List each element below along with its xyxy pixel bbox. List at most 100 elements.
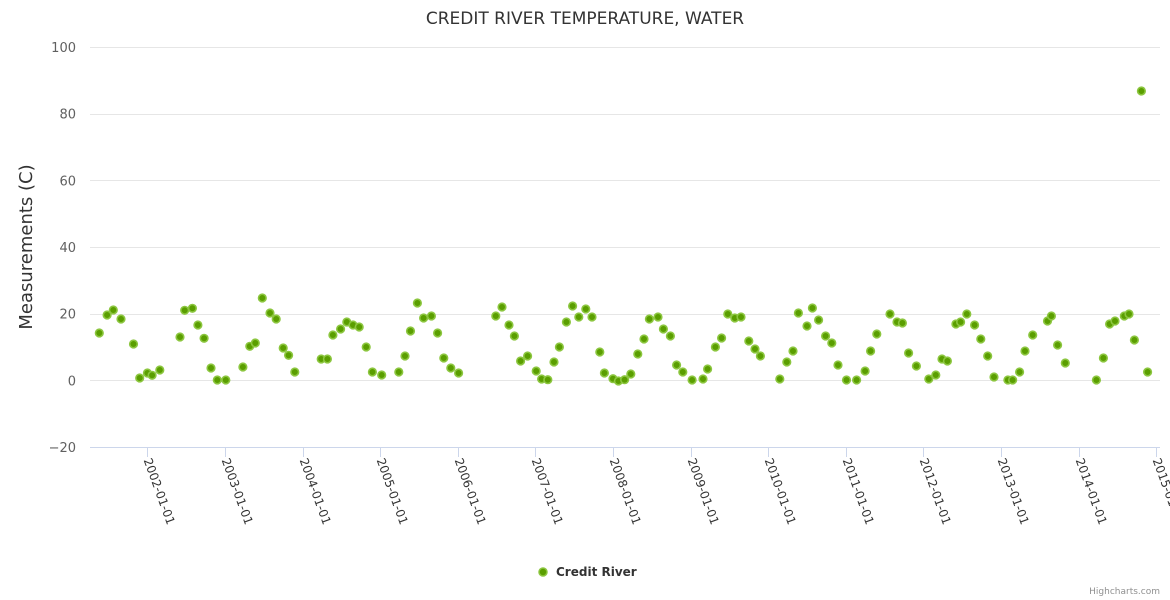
data-point[interactable] [504,320,514,330]
data-point[interactable] [491,311,501,321]
data-point[interactable] [257,293,267,303]
data-point[interactable] [595,347,605,357]
data-point[interactable] [567,301,578,311]
data-point[interactable] [698,374,708,384]
data-point[interactable] [841,375,852,385]
data-point[interactable] [658,324,669,334]
data-point[interactable] [187,303,197,313]
data-point[interactable] [1142,367,1153,377]
data-point[interactable] [497,302,507,312]
data-point[interactable] [1129,335,1139,345]
data-point[interactable] [1007,375,1018,385]
data-point[interactable] [515,356,526,366]
data-point[interactable] [788,346,798,356]
data-point[interactable] [250,338,260,348]
data-point[interactable] [193,320,203,330]
data-point[interactable] [775,374,785,384]
data-point[interactable] [793,308,804,318]
data-point[interactable] [710,342,721,352]
data-point[interactable] [419,313,429,323]
data-point[interactable] [155,365,165,375]
data-point[interactable] [653,312,663,322]
data-point[interactable] [1091,375,1101,385]
data-point[interactable] [587,312,597,322]
data-point[interactable] [851,375,862,385]
data-point[interactable] [199,333,209,343]
data-point[interactable] [446,363,456,373]
data-point[interactable] [962,309,972,319]
data-point[interactable] [433,328,443,338]
data-point[interactable] [802,321,812,331]
data-point[interactable] [180,305,190,315]
data-point[interactable] [827,338,837,348]
data-point[interactable] [969,320,980,330]
data-point[interactable] [522,351,533,361]
data-point[interactable] [1060,358,1070,368]
data-point[interactable] [942,356,953,366]
data-point[interactable] [976,334,986,344]
data-point[interactable] [108,305,118,315]
data-point[interactable] [1098,353,1108,363]
data-point[interactable] [439,353,449,363]
data-point[interactable] [807,303,818,313]
data-point[interactable] [1020,346,1030,356]
data-point[interactable] [736,312,746,322]
data-point[interactable] [238,362,248,372]
data-point[interactable] [755,351,766,361]
data-point[interactable] [354,322,364,332]
data-point[interactable] [561,317,572,327]
data-point[interactable] [278,343,288,353]
data-point[interactable] [931,370,941,380]
data-point[interactable] [665,331,676,341]
series-credit-river[interactable] [94,86,1153,386]
data-point[interactable] [405,326,416,336]
data-point[interactable] [412,298,423,308]
data-point[interactable] [599,368,610,378]
data-point[interactable] [116,314,126,324]
data-point[interactable] [644,314,655,324]
data-point[interactable] [1124,309,1134,319]
data-point[interactable] [509,331,520,341]
data-point[interactable] [885,309,895,319]
data-point[interactable] [1136,86,1146,96]
data-point[interactable] [1052,340,1063,350]
data-point[interactable] [678,367,688,377]
data-point[interactable] [716,333,727,343]
data-point[interactable] [619,375,630,385]
data-point[interactable] [147,370,157,380]
data-point[interactable] [175,332,185,342]
data-point[interactable] [860,366,870,376]
data-point[interactable] [911,361,922,371]
data-point[interactable] [924,374,934,384]
data-point[interactable] [212,375,222,385]
data-point[interactable] [1046,311,1056,321]
data-point[interactable] [955,317,966,327]
data-point[interactable] [671,360,682,370]
data-point[interactable] [1028,330,1038,340]
data-point[interactable] [833,360,843,370]
data-point[interactable] [102,310,112,320]
data-point[interactable] [702,364,713,374]
data-point[interactable] [361,342,371,352]
data-point[interactable] [820,331,831,341]
data-point[interactable] [426,311,437,321]
data-point[interactable] [549,357,559,367]
data-point[interactable] [367,367,378,377]
data-point[interactable] [328,330,338,340]
data-point[interactable] [206,363,216,373]
data-point[interactable] [336,324,346,334]
data-point[interactable] [983,351,993,361]
data-point[interactable] [581,304,591,314]
data-point[interactable] [897,318,908,328]
data-point[interactable] [290,367,300,377]
data-point[interactable] [554,342,565,352]
data-point[interactable] [865,346,876,356]
data-point[interactable] [221,375,231,385]
data-point[interactable] [454,368,464,378]
data-point[interactable] [633,349,643,359]
data-point[interactable] [903,348,914,358]
data-point[interactable] [574,312,584,322]
data-point[interactable] [94,328,104,338]
data-point[interactable] [543,375,553,385]
data-point[interactable] [265,308,275,318]
